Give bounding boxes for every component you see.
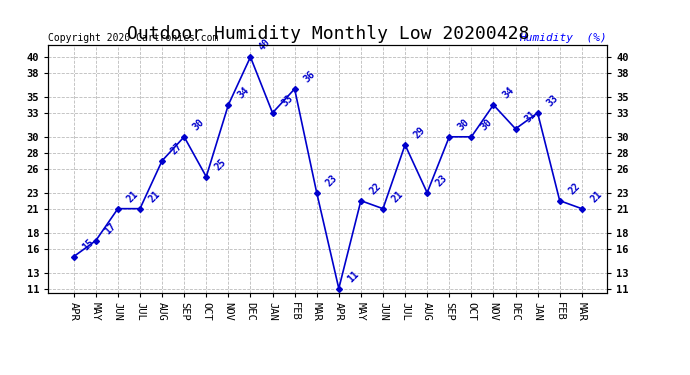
Text: 40: 40 [257,38,273,53]
Text: 23: 23 [324,173,339,189]
Text: 21: 21 [390,189,405,204]
Text: 21: 21 [147,189,162,204]
Text: Humidity  (%): Humidity (%) [520,33,607,42]
Text: 34: 34 [235,86,250,101]
Text: 34: 34 [500,86,515,101]
Title: Outdoor Humidity Monthly Low 20200428: Outdoor Humidity Monthly Low 20200428 [126,26,529,44]
Text: 15: 15 [81,237,96,252]
Text: 11: 11 [346,269,361,284]
Text: 23: 23 [434,173,449,189]
Text: 30: 30 [456,117,471,133]
Text: 33: 33 [279,93,295,109]
Text: 30: 30 [191,117,206,133]
Text: 22: 22 [368,181,383,196]
Text: 30: 30 [478,117,493,133]
Text: 27: 27 [169,141,184,157]
Text: 25: 25 [213,157,228,172]
Text: Copyright 2020 Cartronics.com: Copyright 2020 Cartronics.com [48,33,219,42]
Text: 29: 29 [412,125,427,141]
Text: 33: 33 [544,93,560,109]
Text: 21: 21 [125,189,140,204]
Text: 17: 17 [103,221,118,237]
Text: 21: 21 [589,189,604,204]
Text: 22: 22 [566,181,582,196]
Text: 36: 36 [302,69,317,85]
Text: 31: 31 [522,109,538,124]
